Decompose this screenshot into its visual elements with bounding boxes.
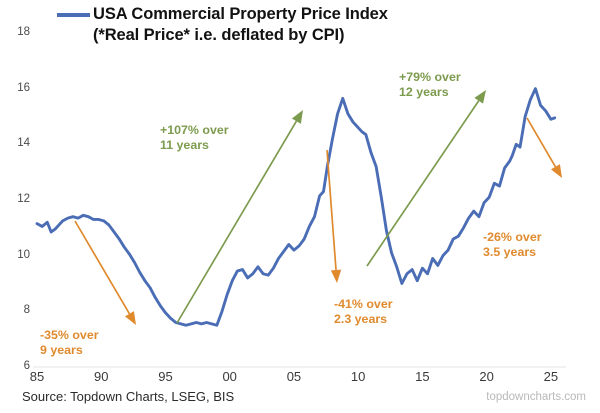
- x-tick-label-95: 95: [158, 369, 173, 384]
- arrow-rally-1996-2007-shaft: [176, 120, 298, 324]
- arrow-drawdown-2022-head: [550, 164, 562, 178]
- arrow-drawdown-1990s-head: [124, 311, 136, 325]
- source-note: Source: Topdown Charts, LSEG, BIS: [22, 389, 235, 404]
- y-tick-label-14: 14: [17, 137, 30, 150]
- legend-series-swatch: [57, 13, 90, 17]
- chart-title-legend: USA Commercial Property Price Index (*Re…: [93, 5, 388, 45]
- y-tick-label-10: 10: [17, 248, 30, 261]
- arrow-rally-2010-2022-head: [474, 90, 486, 104]
- annotation-gfc-crash: -41% over 2.3 years: [334, 297, 393, 327]
- y-tick-label-6: 6: [23, 360, 30, 372]
- arrow-rally-1996-2007-head: [291, 110, 303, 124]
- annotation-rally-2010-2022: +79% over 12 years: [399, 70, 461, 100]
- x-tick-label-15: 15: [415, 369, 430, 384]
- x-tick-label-90: 90: [93, 369, 109, 384]
- watermark-label: topdowncharts.com: [486, 391, 586, 403]
- x-tick-label-20: 20: [479, 369, 494, 384]
- y-tick-label-18: 18: [17, 26, 30, 38]
- arrow-rally-2010-2022-shaft: [366, 100, 480, 267]
- x-tick-label-00: 00: [222, 369, 237, 384]
- arrow-drawdown-2022-shaft: [526, 117, 557, 168]
- x-tick-label-05: 05: [286, 369, 302, 384]
- x-tick-label-10: 10: [350, 369, 366, 384]
- annotation-arrows-group: [74, 90, 562, 325]
- arrow-drawdown-1990s-shaft: [74, 220, 131, 315]
- arrow-gfc-crash-head: [330, 269, 342, 283]
- annotation-rally-1996-2007: +107% over 11 years: [160, 123, 229, 153]
- annotation-drawdown-1990s: -35% over 9 years: [40, 328, 99, 358]
- y-tick-label-12: 12: [17, 193, 30, 205]
- series-group: [35, 87, 557, 327]
- x-tick-label-25: 25: [543, 369, 559, 384]
- y-tick-label-16: 16: [17, 81, 30, 94]
- x-tick-label-85: 85: [29, 369, 45, 384]
- y-tick-label-8: 8: [23, 304, 30, 317]
- arrow-gfc-crash-shaft: [326, 149, 337, 271]
- annotation-drawdown-2022: -26% over 3.5 years: [483, 230, 542, 260]
- series-line-0: [35, 87, 557, 327]
- gridlines-group: [33, 366, 566, 368]
